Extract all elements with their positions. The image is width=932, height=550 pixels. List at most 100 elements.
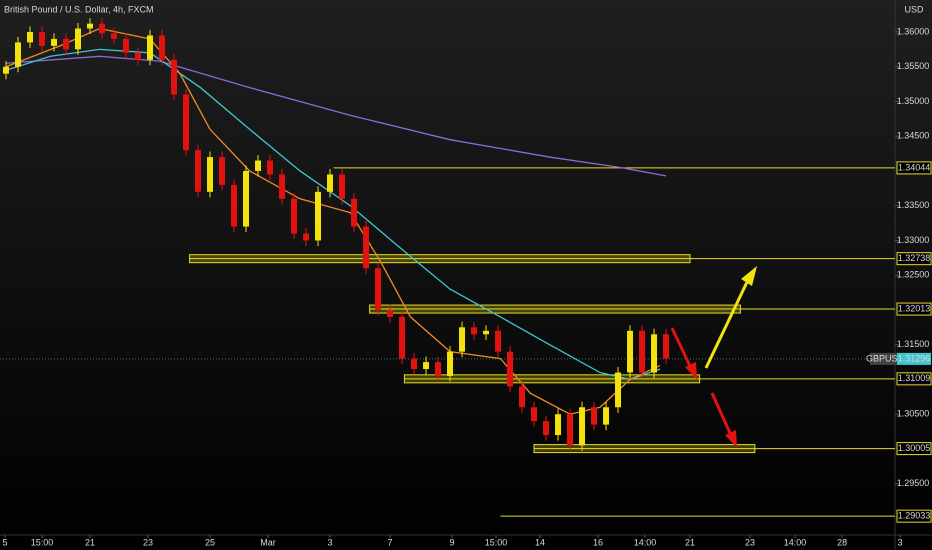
moving-average	[5, 55, 667, 177]
candle-body	[543, 421, 550, 436]
candle-body	[507, 351, 514, 387]
candle-body	[3, 66, 10, 74]
candle-body	[303, 233, 310, 241]
candle-body	[87, 23, 94, 29]
x-tick-label: 25	[205, 537, 215, 547]
candle-body	[207, 157, 214, 192]
candle-body	[123, 38, 130, 53]
candle-body	[183, 94, 190, 151]
level-price-label: 1.29033	[898, 511, 931, 521]
chart-title: British Pound / U.S. Dollar, 4h, FXCM	[4, 4, 154, 14]
down-arrow	[670, 327, 692, 367]
down-arrow-head	[725, 430, 737, 448]
level-price-label: 1.32738	[898, 253, 931, 263]
candle-body	[51, 38, 58, 46]
level-price-label: 1.31009	[898, 373, 931, 383]
level-price-label: 1.30005	[898, 443, 931, 453]
candle-body	[399, 316, 406, 359]
candle-body	[267, 160, 274, 175]
candle-body	[495, 330, 502, 352]
candle-body	[327, 174, 334, 192]
x-tick-label: 7	[388, 537, 393, 547]
y-tick-label: 1.33500	[897, 200, 930, 210]
candle-body	[99, 23, 106, 34]
candle-body	[147, 35, 154, 60]
level-price-box	[896, 372, 932, 386]
candle-body	[75, 28, 82, 50]
candle-body	[591, 407, 598, 425]
level-price-label: 1.32013	[898, 303, 931, 313]
x-tick-label: 3	[328, 537, 333, 547]
candle-body	[555, 414, 562, 436]
level-price-box	[896, 302, 932, 316]
x-tick-label: 21	[685, 537, 695, 547]
y-tick-label: 1.30500	[897, 409, 930, 419]
y-tick-label: 1.32500	[897, 270, 930, 280]
x-tick-label: 3	[898, 537, 903, 547]
y-tick-label: 1.33000	[897, 235, 930, 245]
candle-body	[651, 334, 658, 373]
level-price-label: 1.34044	[898, 162, 931, 172]
candle-body	[519, 386, 526, 408]
last-price-box	[897, 352, 931, 365]
up-arrow	[704, 279, 750, 369]
candle-body	[219, 157, 226, 185]
y-tick-label: 1.35000	[897, 96, 930, 106]
x-tick-label: 23	[745, 537, 755, 547]
x-tick-label: 14:00	[634, 537, 657, 547]
y-tick-label: 1.36000	[897, 26, 930, 36]
candle-body	[411, 358, 418, 370]
candle-body	[351, 198, 358, 227]
candle-body	[615, 372, 622, 408]
candle-body	[111, 33, 118, 39]
y-tick-label: 1.35500	[897, 61, 930, 71]
candle-body	[663, 334, 670, 359]
candle-body	[339, 174, 346, 199]
candle-body	[279, 174, 286, 199]
y-tick-label: 1.34500	[897, 131, 930, 141]
candle-body	[63, 38, 70, 50]
x-tick-label: 5	[3, 537, 8, 547]
candle-body	[471, 327, 478, 335]
level-zone	[369, 304, 741, 314]
symbol-label: GBPUSD	[866, 353, 905, 363]
x-tick-label: 21	[85, 537, 95, 547]
candle-body	[135, 52, 142, 60]
x-tick-label: 9	[450, 537, 455, 547]
candle-body	[291, 198, 298, 234]
level-zone	[403, 374, 701, 384]
candle-body	[15, 42, 22, 67]
candle-body	[375, 268, 382, 310]
candle-body	[231, 184, 238, 227]
candle-body	[195, 150, 202, 192]
candle-body	[639, 330, 646, 373]
x-tick-label: Mar	[260, 537, 276, 547]
level-price-box	[896, 161, 932, 175]
level-price-box	[896, 252, 932, 266]
moving-average	[5, 48, 661, 381]
candle-body	[243, 170, 250, 227]
candle-body	[447, 351, 454, 376]
currency-label: USD	[904, 4, 924, 14]
candle-body	[315, 191, 322, 241]
y-tick-label: 1.29500	[897, 478, 930, 488]
candle-body	[579, 407, 586, 446]
x-tick-label: 14:00	[784, 537, 807, 547]
candle-body	[39, 31, 46, 46]
candle-body	[603, 407, 610, 425]
last-price-label: 1.31296	[898, 353, 931, 363]
candle-body	[159, 35, 166, 60]
symbol-box	[870, 352, 901, 365]
x-tick-label: 16	[593, 537, 603, 547]
x-tick-label: 15:00	[31, 537, 54, 547]
candle-body	[387, 309, 394, 317]
candle-body	[171, 59, 178, 95]
candle-body	[459, 327, 466, 352]
candle-body	[435, 362, 442, 376]
candle-body	[255, 160, 262, 171]
candle-body	[27, 31, 34, 43]
candle-body	[423, 362, 430, 370]
level-zone	[533, 444, 756, 454]
